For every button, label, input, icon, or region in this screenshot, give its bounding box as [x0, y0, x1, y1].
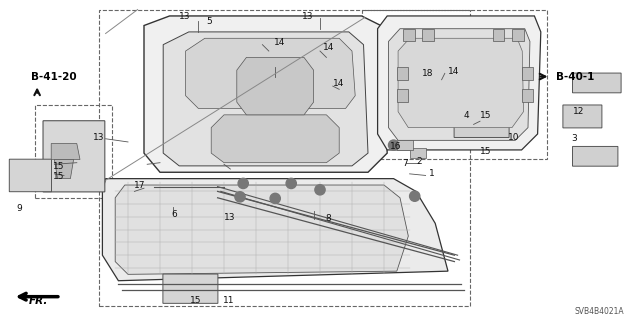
FancyBboxPatch shape — [397, 89, 408, 102]
Polygon shape — [410, 148, 426, 158]
Text: 13: 13 — [302, 12, 314, 21]
FancyBboxPatch shape — [522, 89, 533, 102]
Text: 13: 13 — [179, 12, 191, 21]
Text: 15: 15 — [52, 172, 64, 181]
FancyBboxPatch shape — [454, 105, 509, 137]
Polygon shape — [378, 16, 541, 150]
Text: 6: 6 — [172, 210, 177, 219]
Text: FR.: FR. — [29, 296, 48, 307]
FancyBboxPatch shape — [403, 29, 415, 41]
Polygon shape — [186, 38, 355, 108]
Text: 18: 18 — [422, 69, 434, 78]
Text: 5: 5 — [207, 17, 212, 26]
Circle shape — [388, 140, 399, 150]
Text: 11: 11 — [223, 296, 234, 305]
Polygon shape — [115, 185, 408, 274]
Circle shape — [238, 178, 248, 189]
Text: 13: 13 — [93, 133, 104, 142]
Polygon shape — [388, 29, 530, 140]
Text: B-40-1: B-40-1 — [556, 72, 594, 82]
Polygon shape — [211, 115, 339, 163]
Text: 15: 15 — [480, 111, 492, 120]
Text: 12: 12 — [573, 107, 584, 116]
Polygon shape — [54, 160, 74, 179]
Text: 3: 3 — [572, 134, 577, 143]
Text: 14: 14 — [323, 43, 335, 52]
Text: B-41-20: B-41-20 — [31, 71, 76, 82]
Text: 16: 16 — [390, 142, 401, 151]
FancyBboxPatch shape — [573, 146, 618, 166]
Text: 14: 14 — [448, 67, 460, 76]
FancyBboxPatch shape — [573, 73, 621, 93]
FancyBboxPatch shape — [10, 159, 51, 192]
FancyBboxPatch shape — [563, 105, 602, 128]
Text: 14: 14 — [274, 38, 285, 47]
FancyBboxPatch shape — [422, 29, 434, 41]
Circle shape — [286, 178, 296, 189]
Polygon shape — [51, 144, 80, 160]
FancyBboxPatch shape — [493, 29, 504, 41]
Text: 17: 17 — [134, 182, 146, 190]
Text: 7: 7 — [403, 159, 408, 168]
Polygon shape — [397, 140, 413, 150]
Text: 15: 15 — [52, 162, 64, 171]
Text: 8: 8 — [325, 214, 331, 223]
Polygon shape — [102, 179, 448, 281]
Text: 14: 14 — [333, 79, 344, 88]
FancyBboxPatch shape — [397, 67, 408, 80]
Text: 2: 2 — [416, 157, 422, 166]
FancyBboxPatch shape — [163, 274, 218, 303]
Polygon shape — [144, 16, 387, 172]
Text: 15: 15 — [190, 296, 202, 305]
Text: 10: 10 — [508, 133, 520, 142]
Circle shape — [410, 191, 420, 201]
Circle shape — [235, 192, 245, 202]
Polygon shape — [398, 38, 524, 128]
Text: 15: 15 — [480, 147, 492, 156]
FancyBboxPatch shape — [43, 121, 105, 192]
Text: 13: 13 — [224, 213, 236, 222]
Text: 4: 4 — [464, 111, 470, 120]
FancyBboxPatch shape — [512, 29, 524, 41]
Polygon shape — [163, 32, 368, 166]
Polygon shape — [237, 57, 314, 115]
Text: 1: 1 — [429, 169, 435, 178]
Circle shape — [315, 185, 325, 195]
Circle shape — [270, 193, 280, 204]
Text: 9: 9 — [16, 204, 22, 213]
FancyBboxPatch shape — [522, 67, 533, 80]
Text: SVB4B4021A: SVB4B4021A — [574, 308, 624, 316]
